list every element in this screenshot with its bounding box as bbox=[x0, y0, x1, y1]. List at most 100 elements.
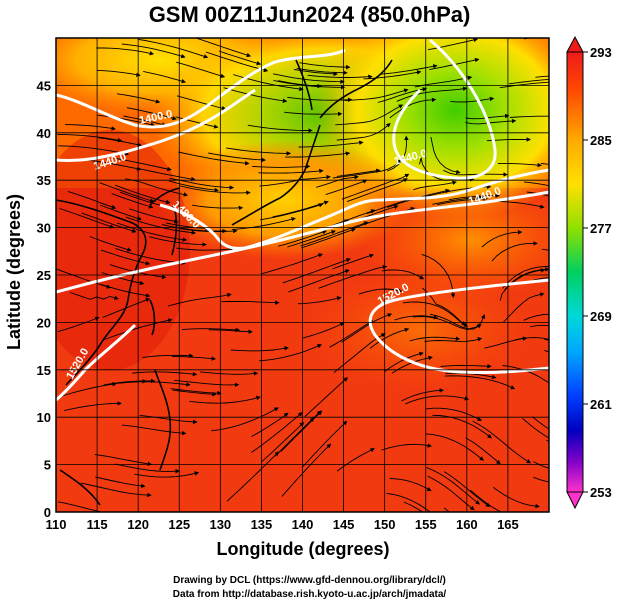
streamline bbox=[548, 44, 549, 46]
streamline bbox=[99, 204, 142, 221]
streamline bbox=[83, 159, 142, 171]
colorbar-tick-label: 253 bbox=[590, 485, 612, 500]
streamline bbox=[259, 174, 331, 187]
coast-bohai bbox=[149, 187, 181, 206]
streamline bbox=[176, 61, 226, 78]
streamline bbox=[523, 181, 549, 187]
credit-drawing: Drawing by DCL (https://www.gfd-dennou.o… bbox=[173, 575, 446, 586]
streamline bbox=[341, 173, 410, 200]
x-tick-label: 125 bbox=[168, 517, 190, 532]
contour-1520-east bbox=[368, 278, 549, 375]
streamline bbox=[499, 268, 546, 301]
streamline bbox=[450, 96, 495, 103]
streamline bbox=[316, 174, 359, 188]
streamline bbox=[514, 337, 549, 341]
streamline bbox=[57, 134, 123, 143]
colorbar-tick-labels: 293 285 277 269 261 253 bbox=[583, 45, 612, 500]
streamline bbox=[125, 178, 189, 197]
streamline bbox=[389, 478, 432, 492]
y-tick-label: 30 bbox=[37, 221, 51, 236]
x-tick-label: 130 bbox=[209, 517, 231, 532]
streamline bbox=[302, 322, 345, 339]
streamline bbox=[57, 501, 104, 512]
streamline bbox=[540, 163, 549, 165]
streamline bbox=[432, 195, 484, 205]
streamline bbox=[115, 248, 187, 266]
coast-japan bbox=[231, 124, 321, 226]
streamline bbox=[178, 185, 251, 195]
y-tick-label: 25 bbox=[37, 268, 51, 283]
streamline bbox=[299, 62, 351, 70]
streamline bbox=[211, 407, 279, 432]
streamline bbox=[134, 471, 200, 478]
coastlines bbox=[56, 59, 393, 506]
streamline bbox=[427, 38, 479, 51]
lat-lon-grid bbox=[55, 38, 549, 513]
streamline bbox=[94, 454, 153, 466]
streamline bbox=[95, 476, 146, 489]
streamline bbox=[167, 292, 232, 307]
streamline bbox=[424, 337, 483, 342]
streamline bbox=[533, 461, 549, 469]
height-contours bbox=[56, 38, 549, 402]
streamline bbox=[531, 416, 549, 430]
x-tick-labels: 110 115 120 125 130 135 140 145 150 155 160 165 bbox=[46, 517, 519, 532]
streamline bbox=[383, 351, 424, 373]
streamline bbox=[272, 200, 329, 218]
streamline bbox=[430, 136, 461, 175]
streamline bbox=[189, 395, 261, 404]
streamline bbox=[426, 467, 480, 505]
streamline bbox=[333, 333, 386, 373]
streamline bbox=[491, 241, 538, 262]
streamline bbox=[251, 412, 303, 453]
streamline bbox=[178, 151, 250, 166]
y-tick-label: 35 bbox=[37, 173, 51, 188]
streamline bbox=[533, 476, 549, 483]
streamline bbox=[174, 379, 240, 388]
x-tick-label: 110 bbox=[46, 517, 67, 532]
streamline bbox=[59, 208, 115, 229]
colorbar-tick-label: 285 bbox=[590, 133, 612, 148]
wind-streamlines bbox=[56, 38, 549, 512]
streamline bbox=[121, 424, 187, 436]
streamline bbox=[523, 313, 549, 321]
streamline bbox=[226, 451, 280, 502]
streamline bbox=[341, 313, 393, 343]
streamline bbox=[56, 268, 112, 289]
streamline bbox=[114, 157, 172, 172]
streamline bbox=[116, 93, 161, 104]
streamline bbox=[115, 463, 180, 474]
streamline bbox=[195, 38, 252, 58]
streamline bbox=[336, 122, 391, 141]
y-tick-label: 15 bbox=[37, 363, 51, 378]
streamline bbox=[231, 217, 296, 230]
streamline bbox=[288, 269, 350, 293]
streamline bbox=[258, 168, 324, 174]
streamline bbox=[176, 95, 227, 111]
contour-1480 bbox=[159, 168, 549, 250]
streamline bbox=[386, 492, 431, 512]
streamline bbox=[497, 162, 543, 168]
streamline bbox=[138, 38, 209, 59]
y-tick-label: 20 bbox=[37, 315, 51, 330]
streamline bbox=[181, 327, 241, 333]
x-tick-label: 145 bbox=[333, 517, 355, 532]
streamline bbox=[168, 180, 220, 193]
streamline bbox=[259, 343, 323, 362]
streamline bbox=[403, 501, 424, 512]
streamline bbox=[472, 420, 532, 464]
streamline bbox=[278, 230, 328, 247]
streamline bbox=[230, 346, 289, 352]
streamline bbox=[300, 227, 356, 249]
streamline bbox=[325, 179, 368, 196]
streamline bbox=[67, 190, 117, 210]
streamline bbox=[427, 475, 475, 511]
streamline bbox=[396, 86, 468, 102]
streamline bbox=[125, 216, 197, 235]
streamline bbox=[443, 169, 508, 177]
y-axis-label: Latitude (degrees) bbox=[4, 194, 24, 350]
streamline bbox=[261, 422, 305, 463]
streamline bbox=[387, 135, 409, 172]
streamline bbox=[64, 401, 122, 412]
